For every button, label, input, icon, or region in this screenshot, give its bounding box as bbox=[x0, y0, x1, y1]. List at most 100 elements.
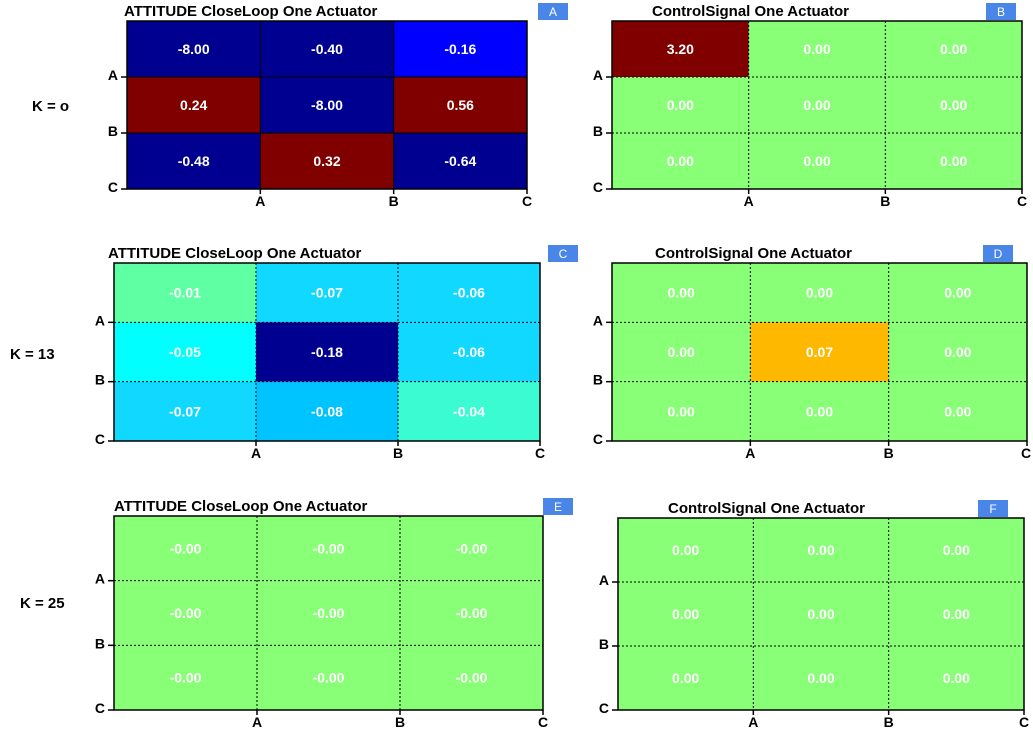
cell-value: 0.00 bbox=[940, 41, 967, 57]
panel-title: ControlSignal One Actuator bbox=[668, 500, 865, 517]
cell-value: 0.00 bbox=[667, 97, 694, 113]
y-tick-label: C bbox=[95, 431, 105, 447]
cell-value: 0.00 bbox=[944, 285, 971, 301]
x-tick-label: A bbox=[255, 193, 265, 209]
cell-value: -0.07 bbox=[169, 403, 201, 419]
cell-value: -0.64 bbox=[444, 153, 476, 169]
cell-value: 0.00 bbox=[943, 542, 970, 558]
x-tick-label: A bbox=[252, 714, 262, 729]
cell-value: 0.00 bbox=[944, 403, 971, 419]
x-tick-label: A bbox=[744, 193, 754, 209]
cell-value: -0.00 bbox=[456, 540, 488, 556]
y-tick-label: A bbox=[95, 312, 105, 328]
cell-value: 0.00 bbox=[940, 153, 967, 169]
y-tick-label: C bbox=[593, 431, 603, 447]
panel-badge-label: D bbox=[994, 247, 1003, 261]
cell-value: -0.06 bbox=[453, 285, 485, 301]
cell-value: -8.00 bbox=[178, 41, 210, 57]
x-tick-label: B bbox=[393, 445, 403, 461]
cell-value: 0.00 bbox=[672, 670, 699, 686]
panel-badge-label: F bbox=[989, 502, 996, 516]
cell-value: -0.00 bbox=[456, 670, 488, 686]
cell-value: 0.00 bbox=[807, 542, 834, 558]
y-tick-label: A bbox=[108, 67, 118, 83]
panel-d: ControlSignal One Actuator D 0.00 0.00 0.00 0… bbox=[593, 245, 1031, 461]
cell-value: -0.00 bbox=[170, 670, 202, 686]
cell-value: 0.00 bbox=[944, 344, 971, 360]
cell-value: -0.01 bbox=[169, 285, 201, 301]
cell-value: 0.00 bbox=[803, 41, 830, 57]
panel-b: ControlSignal One Actuator B 3.20 0.00 0.00 0… bbox=[593, 3, 1027, 209]
y-tick-label: A bbox=[95, 571, 105, 587]
cell-value: 0.00 bbox=[668, 403, 695, 419]
cell-value: 3.20 bbox=[667, 41, 694, 57]
cell-value: -0.00 bbox=[170, 605, 202, 621]
cell-value: -0.48 bbox=[178, 153, 210, 169]
cell-value: -0.18 bbox=[311, 344, 343, 360]
cell-value: -0.06 bbox=[453, 344, 485, 360]
cell-value: 0.00 bbox=[803, 97, 830, 113]
cell-value: 0.00 bbox=[806, 403, 833, 419]
panel-c: ATTITUDE CloseLoop One Actuator C -0.01 -0.… bbox=[95, 245, 578, 461]
x-tick-label: C bbox=[538, 714, 548, 729]
heatmap-panels: ATTITUDE CloseLoop One Actuator A -8.00 -0.… bbox=[95, 3, 1031, 729]
x-tick-label: B bbox=[880, 193, 890, 209]
y-tick-label: C bbox=[108, 179, 118, 195]
panel-title: ControlSignal One Actuator bbox=[655, 245, 852, 262]
y-tick-label: B bbox=[593, 123, 603, 139]
cell-value: -8.00 bbox=[311, 97, 343, 113]
x-tick-label: B bbox=[884, 714, 894, 729]
cell-value: 0.00 bbox=[668, 285, 695, 301]
cell-value: -0.05 bbox=[169, 344, 201, 360]
panel-title: ControlSignal One Actuator bbox=[652, 3, 849, 20]
cell-value: -0.16 bbox=[444, 41, 476, 57]
cell-value: 0.24 bbox=[180, 97, 207, 113]
cell-value: 0.00 bbox=[807, 670, 834, 686]
cell-value: -0.40 bbox=[311, 41, 343, 57]
x-tick-label: A bbox=[748, 714, 758, 729]
x-tick-label: A bbox=[251, 445, 261, 461]
cell-value: 0.07 bbox=[806, 344, 833, 360]
x-tick-label: C bbox=[1021, 445, 1031, 461]
y-tick-label: C bbox=[593, 179, 603, 195]
x-tick-label: B bbox=[389, 193, 399, 209]
y-tick-label: B bbox=[95, 635, 105, 651]
row-label-k25: K = 25 bbox=[20, 595, 65, 612]
cell-value: 0.32 bbox=[313, 153, 340, 169]
cell-value: -0.00 bbox=[313, 670, 345, 686]
panel-title: ATTITUDE CloseLoop One Actuator bbox=[124, 3, 377, 20]
x-tick-label: B bbox=[884, 445, 894, 461]
cell-value: -0.00 bbox=[170, 540, 202, 556]
x-tick-label: C bbox=[535, 445, 545, 461]
y-tick-label: B bbox=[108, 123, 118, 139]
x-tick-label: A bbox=[745, 445, 755, 461]
cell-value: -0.00 bbox=[313, 605, 345, 621]
cell-value: 0.00 bbox=[806, 285, 833, 301]
panel-badge-label: B bbox=[997, 5, 1005, 19]
y-tick-label: C bbox=[599, 700, 609, 716]
cell-value: 0.00 bbox=[672, 606, 699, 622]
cell-value: 0.00 bbox=[668, 344, 695, 360]
cell-value: 0.00 bbox=[943, 670, 970, 686]
cell-value: 0.00 bbox=[807, 606, 834, 622]
cell-value: 0.00 bbox=[803, 153, 830, 169]
panel-badge-label: E bbox=[554, 500, 562, 514]
x-tick-label: C bbox=[1019, 714, 1029, 729]
x-tick-label: C bbox=[522, 193, 532, 209]
cell-value: -0.07 bbox=[311, 285, 343, 301]
y-tick-label: B bbox=[599, 636, 609, 652]
y-tick-label: A bbox=[593, 312, 603, 328]
cell-value: 0.00 bbox=[943, 606, 970, 622]
x-tick-label: C bbox=[1017, 193, 1027, 209]
panel-badge-label: A bbox=[549, 5, 557, 19]
y-tick-label: B bbox=[95, 372, 105, 388]
y-tick-label: B bbox=[593, 372, 603, 388]
cell-value: 0.56 bbox=[447, 97, 474, 113]
y-tick-label: A bbox=[599, 572, 609, 588]
cell-value: 0.00 bbox=[672, 542, 699, 558]
panel-a: ATTITUDE CloseLoop One Actuator A -8.00 -0.… bbox=[108, 3, 568, 209]
panel-title: ATTITUDE CloseLoop One Actuator bbox=[108, 245, 361, 262]
cell-value: -0.04 bbox=[453, 403, 485, 419]
y-tick-label: A bbox=[593, 67, 603, 83]
y-tick-label: C bbox=[95, 700, 105, 716]
